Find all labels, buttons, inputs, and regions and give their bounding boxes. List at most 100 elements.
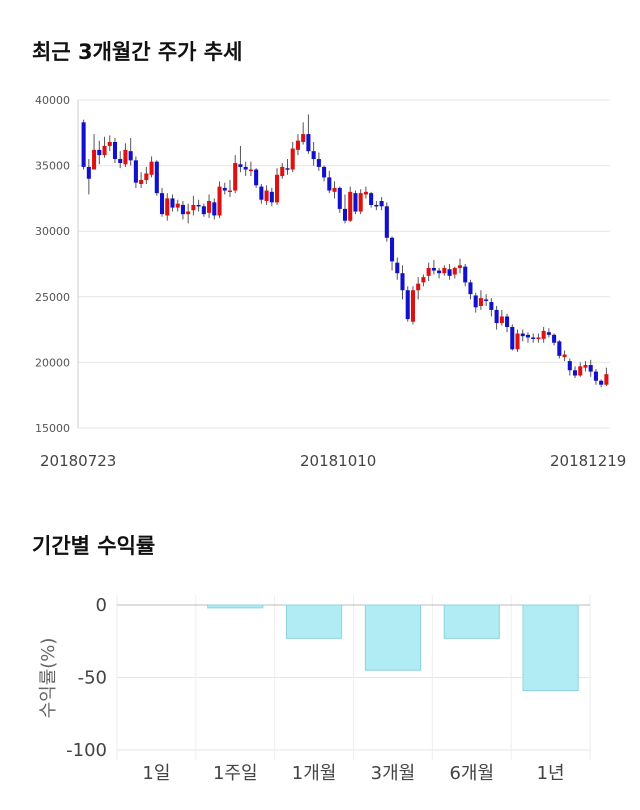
- candle: [154, 160, 159, 196]
- candle: [322, 165, 327, 182]
- candle-body: [395, 262, 400, 274]
- candle: [233, 155, 238, 194]
- y-tick-label: 35000: [35, 160, 70, 173]
- candle-body: [139, 180, 144, 184]
- category-label: 1일: [142, 763, 170, 784]
- return-bar: [207, 604, 264, 609]
- candle: [593, 368, 598, 385]
- candle-body: [316, 159, 321, 167]
- candle-body: [499, 316, 504, 324]
- candle: [207, 194, 212, 219]
- candle: [222, 182, 227, 195]
- return-bar: [522, 604, 579, 692]
- candle-body: [144, 173, 149, 181]
- candle: [301, 122, 306, 145]
- candle-body: [426, 267, 431, 276]
- candle-body: [358, 193, 363, 212]
- x-date-label: 20181219: [550, 452, 626, 470]
- candle-body: [149, 161, 154, 175]
- candle: [180, 201, 185, 220]
- candle: [499, 309, 504, 326]
- candle: [238, 145, 243, 173]
- candle: [358, 189, 363, 215]
- candle: [463, 264, 468, 287]
- candle-body: [107, 141, 112, 146]
- candle: [342, 194, 348, 224]
- candle-body: [112, 141, 118, 160]
- candle: [452, 266, 457, 279]
- return-bar: [364, 604, 422, 671]
- candle: [421, 274, 426, 287]
- candle-body: [557, 341, 562, 356]
- stock-trend-title: 최근 3개월간 주가 추세: [32, 40, 243, 64]
- candle: [473, 292, 478, 313]
- candle: [102, 136, 107, 158]
- candle: [165, 193, 170, 221]
- candle-body: [290, 148, 295, 170]
- candle: [531, 333, 536, 343]
- candle-body: [254, 169, 259, 186]
- candle: [510, 324, 515, 351]
- candle-body: [515, 333, 520, 350]
- candle: [337, 186, 342, 213]
- candle-body: [102, 145, 107, 156]
- candle-body: [405, 290, 410, 320]
- candle-body: [337, 187, 342, 209]
- candle-body: [332, 187, 337, 192]
- candle-body: [196, 204, 201, 207]
- candle: [416, 277, 421, 300]
- candle: [123, 143, 128, 167]
- candle: [541, 326, 546, 343]
- y-tick-label: -50: [78, 668, 107, 689]
- category-label: 3개월: [371, 763, 416, 784]
- candle-body: [301, 134, 306, 142]
- candle: [295, 134, 300, 156]
- candle-body: [123, 149, 128, 165]
- candle: [92, 134, 97, 170]
- candle: [227, 180, 233, 198]
- candle: [285, 159, 290, 175]
- candle-body: [593, 371, 598, 381]
- candle: [578, 362, 583, 377]
- candle-body: [81, 122, 86, 167]
- candle-body: [572, 370, 578, 376]
- candle: [201, 203, 206, 217]
- y-tick-label: 25000: [35, 291, 70, 304]
- candle: [515, 329, 520, 352]
- candle: [520, 329, 525, 342]
- candle: [426, 262, 431, 282]
- candle-body: [311, 151, 316, 160]
- candle-body: [295, 140, 300, 150]
- candle: [505, 313, 510, 333]
- candlestick-chart: 40000 35000 30000 25000 20000 15000 20180723 20…: [35, 94, 626, 470]
- candle: [599, 379, 604, 388]
- candle-body: [463, 266, 468, 283]
- candle-body: [541, 330, 546, 339]
- candle-body: [280, 166, 285, 177]
- category-label: 1개월: [292, 763, 337, 784]
- candle-body: [567, 361, 572, 371]
- candle: [390, 236, 395, 271]
- candle-body: [410, 290, 415, 322]
- x-date-label: 20181010: [300, 452, 376, 470]
- candle-body: [416, 283, 421, 291]
- candle-body: [118, 159, 123, 163]
- return-bar: [443, 604, 500, 639]
- candle: [280, 162, 285, 179]
- candle-body: [520, 333, 525, 337]
- candle: [405, 286, 410, 322]
- return-bar: [285, 604, 343, 639]
- candle: [191, 195, 196, 216]
- candle: [384, 202, 389, 242]
- candle: [400, 265, 405, 300]
- candle: [133, 156, 138, 188]
- candle: [567, 358, 572, 376]
- candle: [86, 159, 91, 195]
- candle: [447, 264, 452, 280]
- candle: [254, 168, 259, 188]
- y-tick-label: 0: [96, 595, 107, 616]
- candle-body: [353, 193, 358, 212]
- candle: [259, 183, 264, 204]
- candle-body: [374, 204, 379, 207]
